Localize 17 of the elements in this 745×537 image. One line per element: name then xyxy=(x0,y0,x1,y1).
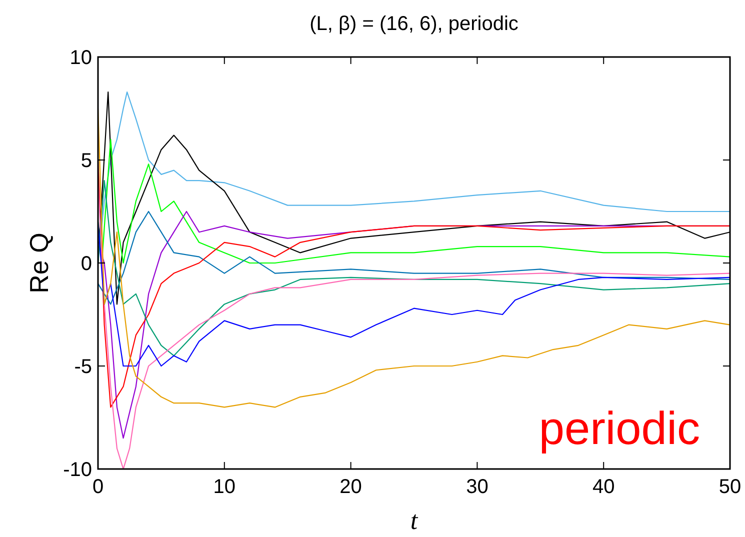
x-tick-label: 30 xyxy=(466,476,488,498)
y-tick-label: -10 xyxy=(63,459,92,481)
y-tick-label: 10 xyxy=(70,47,92,69)
x-tick-label: 10 xyxy=(213,476,236,498)
annotation: periodic xyxy=(538,402,700,454)
x-tick-label: 20 xyxy=(340,476,362,498)
chart-title: (L, β) = (16, 6), periodic xyxy=(310,13,518,35)
y-tick-label: 5 xyxy=(80,150,92,172)
line-series xyxy=(98,138,730,264)
y-tick-label: 0 xyxy=(80,253,92,275)
x-tick-label: 40 xyxy=(592,476,615,498)
x-axis-title: t xyxy=(410,506,418,535)
line-series xyxy=(98,210,730,305)
line-series xyxy=(98,180,730,356)
y-axis-title: Re Q xyxy=(24,232,54,294)
y-tick-label: -5 xyxy=(74,356,92,378)
x-tick-label: 50 xyxy=(718,476,742,498)
